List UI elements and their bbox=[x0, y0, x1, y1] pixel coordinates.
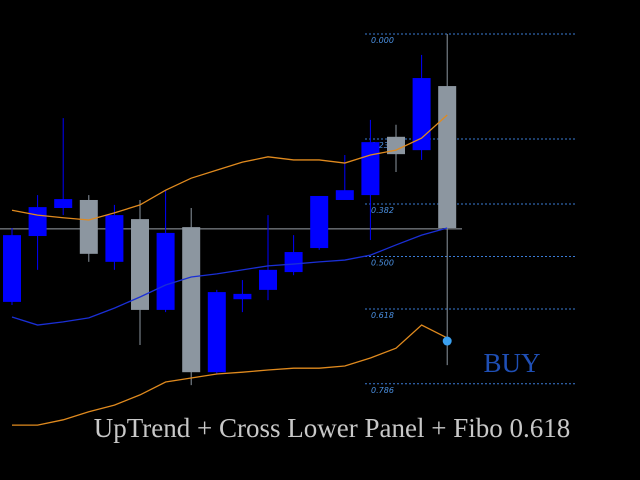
candle-body bbox=[54, 199, 73, 208]
candle-body bbox=[438, 86, 457, 229]
candle-body bbox=[131, 219, 149, 310]
fib-label: 0.618 bbox=[371, 311, 394, 320]
fib-label: 0.236 bbox=[371, 141, 394, 150]
candle-body bbox=[335, 190, 354, 200]
candle-body bbox=[259, 269, 277, 290]
candle-body bbox=[207, 292, 226, 373]
candle-body bbox=[105, 215, 124, 262]
signal-dot bbox=[442, 336, 452, 346]
candle-body bbox=[233, 293, 252, 300]
candle-body bbox=[310, 195, 329, 249]
candle-body bbox=[79, 199, 98, 254]
fib-label: 0.382 bbox=[371, 206, 394, 215]
fib-label: 0.500 bbox=[371, 259, 394, 268]
candle-body bbox=[28, 207, 47, 237]
candle-body bbox=[3, 235, 21, 302]
candle-body bbox=[361, 142, 380, 196]
candle-body bbox=[156, 232, 175, 310]
caption: UpTrend + Cross Lower Panel + Fibo 0.618 bbox=[94, 413, 570, 443]
candle-body bbox=[182, 227, 201, 373]
indicator-line bbox=[11, 227, 448, 326]
candle-body bbox=[412, 78, 431, 151]
fib-label: 0.786 bbox=[371, 386, 394, 395]
candle-body bbox=[284, 252, 303, 273]
indicator-line bbox=[11, 114, 448, 221]
plot: 0.000 0.236 0.382 0.500 0.618 0.786 bbox=[0, 33, 575, 426]
candle-body bbox=[387, 136, 405, 155]
indicator-line bbox=[12, 324, 448, 426]
fib-label: 0.000 bbox=[371, 36, 394, 45]
buy-label: BUY bbox=[483, 348, 540, 378]
